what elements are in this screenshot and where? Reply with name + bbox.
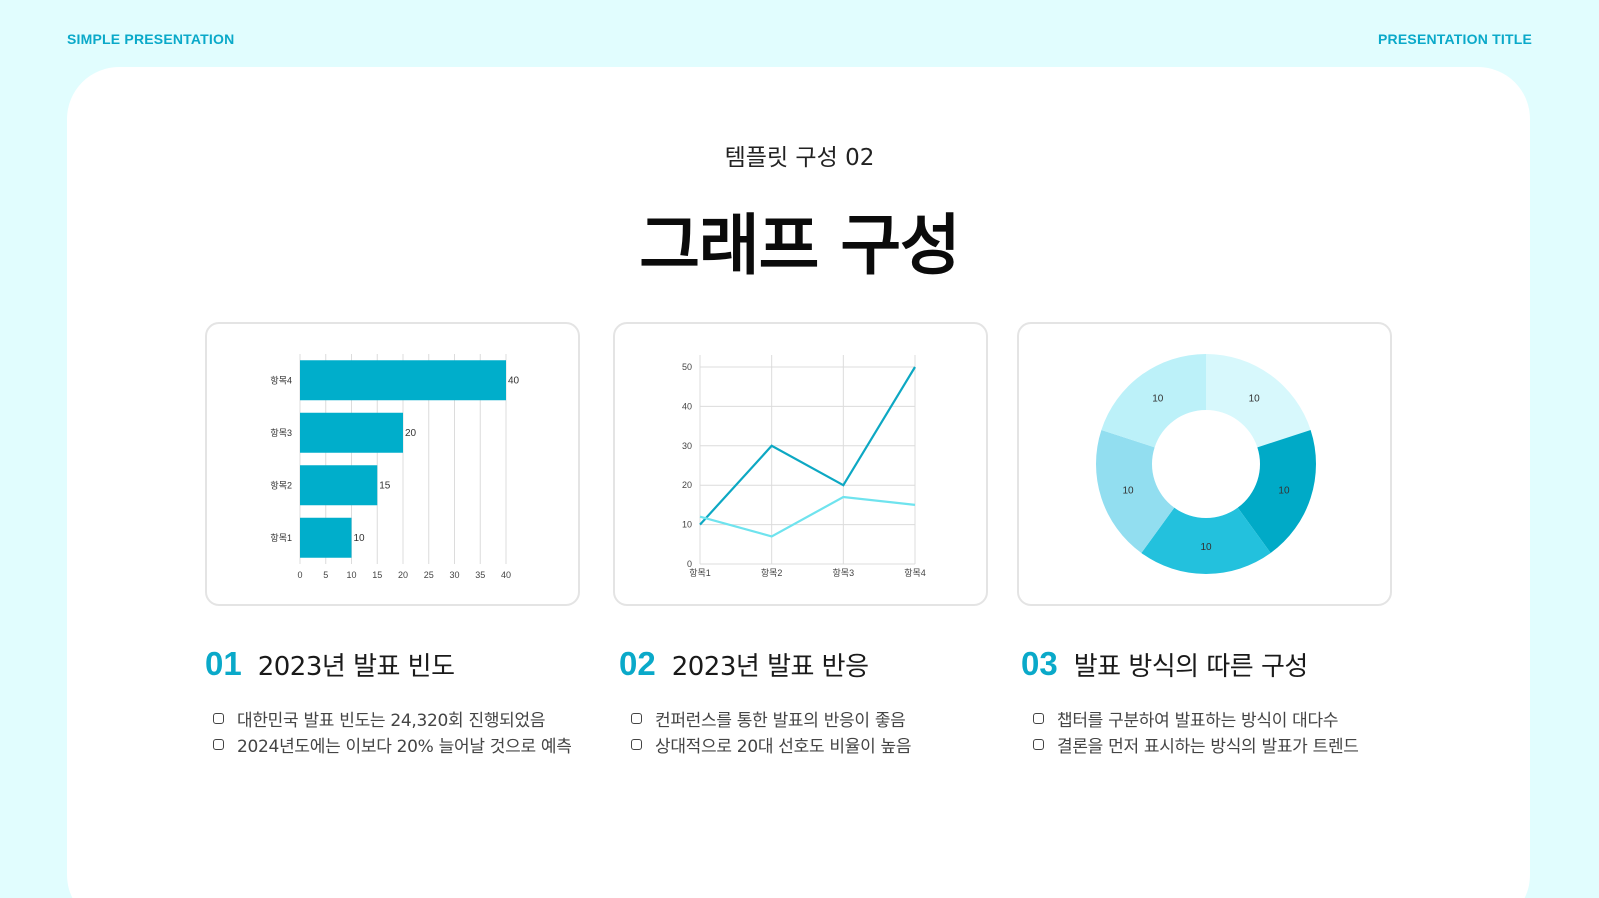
section-1-number: 01	[205, 645, 242, 682]
donut-chart: 10 10 10 10 10	[1096, 354, 1316, 574]
checkbox-icon	[1033, 712, 1044, 724]
donut-slice	[1101, 354, 1206, 448]
list-item: 2024년도에는 이보다 20% 늘어날 것으로 예측	[213, 731, 572, 757]
section-3-bullets: 챕터를 구분하여 발표하는 방식이 대다수 결론을 먼저 표시하는 방식의 발표…	[1033, 705, 1359, 757]
bar	[300, 360, 506, 401]
bar	[300, 412, 403, 453]
series-line	[699, 495, 916, 538]
line-chart-card: 0 10 20 30 40 50 항목1 항목2 항목3 항목4	[613, 322, 988, 606]
y-tick-label: 50	[682, 362, 692, 372]
x-tick-label: 5	[323, 570, 328, 580]
donut-slice	[1237, 430, 1316, 553]
header-left-label: SIMPLE PRESENTATION	[67, 31, 235, 47]
bullet-text: 상대적으로 20대 선호도 비율이 높음	[655, 736, 912, 757]
page-subtitle: 템플릿 구성 02	[724, 145, 875, 171]
x-tick-label: 35	[475, 570, 485, 580]
bullet-text: 결론을 먼저 표시하는 방식의 발표가 트렌드	[1057, 736, 1359, 757]
slice-value-label: 10	[1278, 485, 1290, 496]
donut-slice	[1141, 507, 1271, 574]
x-tick-label: 항목2	[761, 568, 783, 578]
x-tick-label: 15	[372, 570, 382, 580]
list-item: 챕터를 구분하여 발표하는 방식이 대다수	[1033, 705, 1359, 731]
donut-chart-card: 10 10 10 10 10	[1017, 322, 1392, 606]
list-item: 결론을 먼저 표시하는 방식의 발표가 트렌드	[1033, 731, 1359, 757]
list-item: 상대적으로 20대 선호도 비율이 높음	[631, 731, 912, 757]
y-tick-label: 40	[682, 401, 692, 411]
header-right-label: PRESENTATION TITLE	[1378, 31, 1532, 47]
bar-chart-card: 0 5 10 15 20 25 30 35 40 항목1 10 항목2 15 항목3 20 항목4 40	[205, 322, 580, 606]
y-category-label: 항목4	[270, 375, 292, 385]
x-tick-label: 40	[501, 570, 511, 580]
x-tick-label: 20	[398, 570, 408, 580]
bar-value-label: 40	[508, 375, 520, 386]
bullet-text: 2024년도에는 이보다 20% 늘어날 것으로 예측	[237, 736, 572, 757]
section-1-bullets: 대한민국 발표 빈도는 24,320회 진행되었음 2024년도에는 이보다 2…	[213, 705, 572, 757]
list-item: 대한민국 발표 빈도는 24,320회 진행되었음	[213, 705, 572, 731]
y-category-label: 항목1	[270, 533, 292, 543]
line-chart: 0 10 20 30 40 50 항목1 항목2 항목3 항목4	[682, 355, 926, 578]
bar	[300, 465, 378, 506]
y-category-label: 항목2	[270, 480, 292, 490]
x-tick-label: 0	[297, 570, 302, 580]
x-tick-label: 30	[449, 570, 459, 580]
x-tick-label: 10	[346, 570, 356, 580]
checkbox-icon	[631, 712, 642, 724]
page-title: 그래프 구성	[639, 207, 961, 284]
y-tick-label: 20	[682, 480, 692, 490]
checkbox-icon	[213, 738, 224, 750]
section-2-number: 02	[619, 645, 656, 682]
section-3-heading: 03 발표 방식의 따른 구성	[1021, 645, 1308, 683]
bar-chart: 0 5 10 15 20 25 30 35 40 항목1 10 항목2 15 항목3 20 항목4 40	[270, 354, 520, 580]
y-tick-label: 0	[687, 559, 692, 569]
slice-value-label: 10	[1200, 542, 1212, 553]
y-category-label: 항목3	[270, 428, 292, 438]
section-1-title: 2023년 발표 빈도	[257, 652, 455, 682]
list-item: 컨퍼런스를 통한 발표의 반응이 좋음	[631, 705, 911, 731]
section-3-title: 발표 방식의 따른 구성	[1073, 652, 1309, 682]
bullet-text: 챕터를 구분하여 발표하는 방식이 대다수	[1057, 710, 1339, 731]
x-tick-label: 25	[424, 570, 434, 580]
x-tick-label: 항목3	[833, 568, 855, 578]
section-2-title: 2023년 발표 반응	[671, 652, 869, 682]
donut-slice	[1206, 354, 1311, 448]
slice-value-label: 10	[1249, 394, 1261, 405]
bar-value-label: 10	[354, 533, 366, 544]
bar-value-label: 20	[405, 428, 417, 439]
slice-value-label: 10	[1122, 485, 1134, 496]
x-tick-label: 항목4	[904, 568, 926, 578]
section-2-bullets: 컨퍼런스를 통한 발표의 반응이 좋음 상대적으로 20대 선호도 비율이 높음	[631, 705, 912, 757]
bullet-text: 대한민국 발표 빈도는 24,320회 진행되었음	[237, 710, 546, 731]
bar-value-label: 15	[379, 480, 391, 491]
bullet-text: 컨퍼런스를 통한 발표의 반응이 좋음	[655, 710, 906, 731]
donut-slice	[1096, 430, 1175, 553]
checkbox-icon	[631, 738, 642, 750]
checkbox-icon	[1033, 738, 1044, 750]
x-tick-label: 항목1	[689, 568, 711, 578]
y-tick-label: 30	[682, 441, 692, 451]
section-2-heading: 02 2023년 발표 반응	[619, 645, 869, 683]
series-line	[699, 366, 916, 526]
slice-value-label: 10	[1152, 394, 1164, 405]
section-1-heading: 01 2023년 발표 빈도	[205, 645, 455, 683]
bar	[300, 517, 352, 558]
y-tick-label: 10	[682, 520, 692, 530]
checkbox-icon	[213, 712, 224, 724]
section-3-number: 03	[1021, 645, 1058, 682]
